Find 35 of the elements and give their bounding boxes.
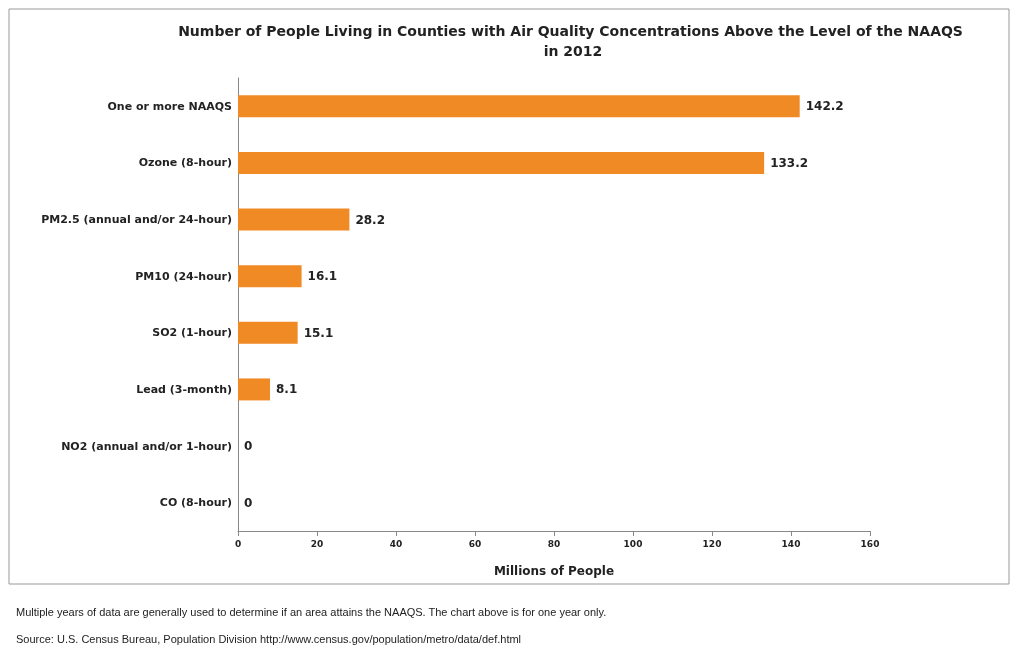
y-tick-label: Ozone (8-hour) (138, 156, 232, 170)
y-tick-label: SO2 (1-hour) (152, 326, 232, 340)
x-tick-label: 160 (860, 538, 880, 549)
x-tick-label: 100 (623, 538, 643, 549)
x-tick-label: 140 (781, 538, 801, 549)
data-label: 28.2 (355, 212, 385, 227)
data-label: 8.1 (275, 382, 298, 397)
bar (238, 208, 350, 231)
x-tick-label: 0 (234, 538, 242, 549)
bar (238, 265, 302, 288)
chart-title: Number of People Living in Counties with Air Quality Concentrations Above the Level of the NAAQS in 2012 (178, 23, 968, 59)
text: Multiple years of data are generally used to determine if an area attains the NAAQS. The chart above is for one year only. (16, 605, 607, 618)
x-tick-label: 60 (468, 538, 482, 549)
x-tick-label: 20 (310, 538, 324, 549)
y-tick-label: NO2 (annual and/or 1-hour) (61, 439, 232, 453)
data-label: 0 (244, 495, 253, 510)
bar (238, 378, 270, 401)
source-note: Source: U.S. Census Bureau, Population Division http://www.census.gov/population/metro/data/def.html (16, 632, 522, 645)
x-axis-title: Millions of People (493, 564, 615, 578)
bar (238, 151, 765, 174)
data-label: 15.1 (303, 325, 334, 340)
data-label: 133.2 (770, 155, 809, 170)
x-tick-label: 120 (702, 538, 722, 549)
data-label: 142.2 (805, 99, 844, 114)
y-tick-label: CO (8-hour) (159, 496, 232, 510)
y-tick-label: PM2.5 (annual and/or 24-hour) (41, 213, 232, 227)
y-tick-label: One or more NAAQS (107, 99, 233, 113)
data-label: 0 (244, 439, 253, 454)
data-label: 16.1 (307, 269, 338, 284)
bar (238, 95, 800, 118)
y-tick-label: Lead (3-month) (136, 382, 232, 396)
y-tick-label: PM10 (24-hour) (135, 269, 232, 283)
x-tick-label: 80 (547, 538, 561, 549)
bar (238, 321, 298, 344)
x-tick-label: 40 (389, 538, 403, 549)
